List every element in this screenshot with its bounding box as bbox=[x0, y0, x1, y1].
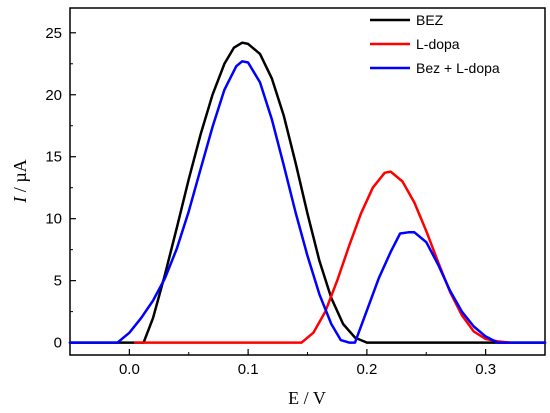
y-tick-label: 20 bbox=[45, 87, 62, 104]
legend-label-ldopa: L-dopa bbox=[416, 36, 460, 52]
y-axis-title-unit: / µA bbox=[10, 159, 30, 196]
series-line-bez bbox=[68, 41, 547, 344]
x-tick-label: 0.2 bbox=[356, 361, 377, 378]
y-tick-label: 10 bbox=[45, 211, 62, 228]
y-axis-title-symbol: I bbox=[10, 196, 30, 204]
x-tick-label: 0.3 bbox=[475, 361, 496, 378]
y-tick-label: 15 bbox=[45, 149, 62, 166]
series-line-bez-ldopa bbox=[68, 60, 547, 344]
x-tick-label: 0.0 bbox=[119, 361, 140, 378]
series-lines bbox=[68, 41, 547, 344]
x-axis-title: E / V bbox=[288, 388, 326, 408]
y-axis-title: I / µA bbox=[10, 159, 30, 203]
y-tick-label: 5 bbox=[54, 273, 62, 290]
y-tick-label: 0 bbox=[54, 335, 62, 352]
series-line-ldopa bbox=[134, 170, 511, 344]
legend: BEZ L-dopa Bez + L-dopa bbox=[370, 12, 500, 76]
legend-label-bez: BEZ bbox=[416, 12, 444, 28]
legend-label-bez-ldopa: Bez + L-dopa bbox=[416, 60, 500, 76]
y-tick-label: 25 bbox=[45, 25, 62, 42]
x-tick-label: 0.1 bbox=[238, 361, 259, 378]
ticks: 0.0 0.1 0.2 0.3 0 5 10 15 20 25 bbox=[45, 25, 546, 378]
